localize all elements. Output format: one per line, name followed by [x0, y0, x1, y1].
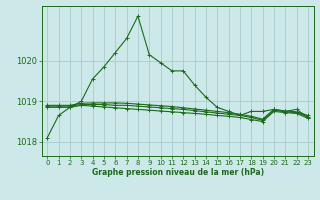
X-axis label: Graphe pression niveau de la mer (hPa): Graphe pression niveau de la mer (hPa)	[92, 168, 264, 177]
